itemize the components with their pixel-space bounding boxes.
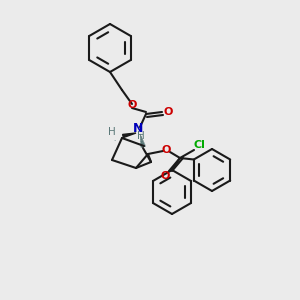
Text: O: O [127,100,137,110]
Text: H: H [137,131,145,141]
Text: O: O [160,171,170,181]
Text: N: N [133,122,143,136]
Polygon shape [123,133,136,138]
Text: O: O [163,107,173,117]
Text: H: H [108,127,116,137]
Text: Cl: Cl [193,140,205,150]
Text: .: . [113,136,115,142]
Text: O: O [161,145,171,155]
